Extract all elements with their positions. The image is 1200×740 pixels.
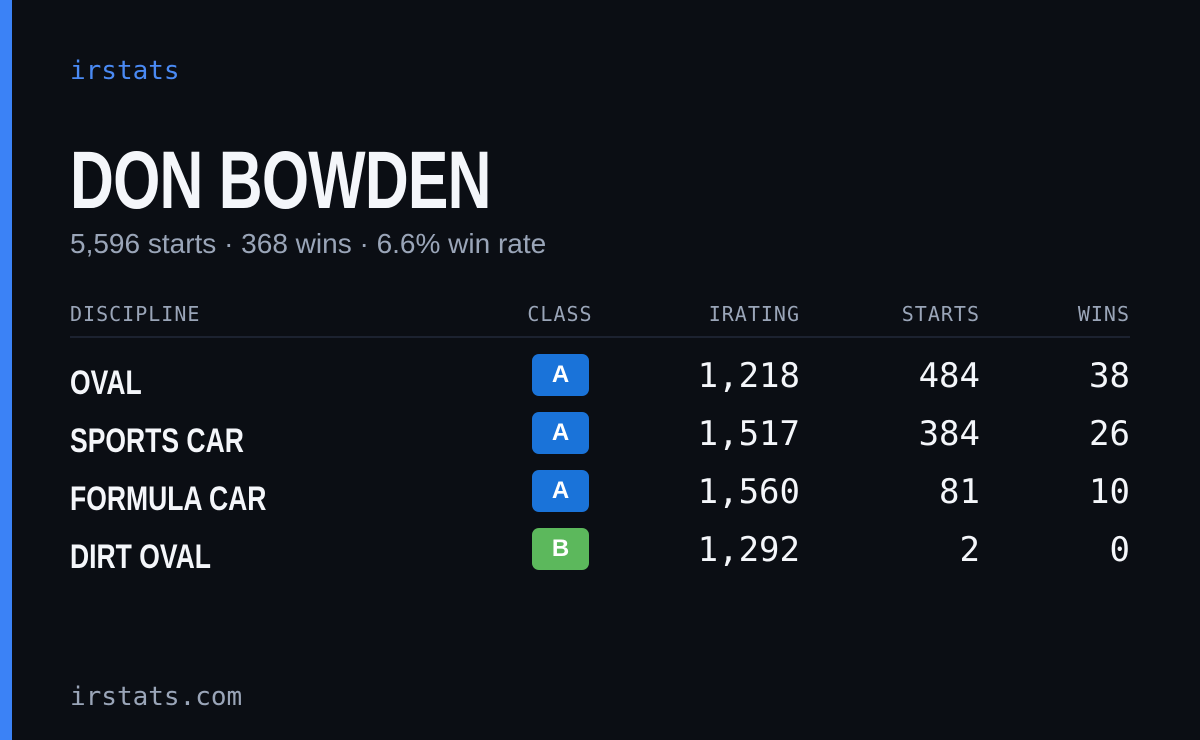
- discipline: OVAL: [70, 364, 142, 402]
- accent-bar: [0, 0, 12, 740]
- wins: 10: [1089, 472, 1130, 512]
- irating: 1,517: [697, 414, 800, 454]
- summary: 5,596 starts · 368 wins · 6.6% win rate: [70, 228, 547, 259]
- irating: 1,560: [697, 472, 800, 512]
- starts: 81: [939, 472, 980, 512]
- class-badge: A: [532, 412, 589, 454]
- irating: 1,292: [697, 530, 800, 570]
- starts: 384: [918, 414, 980, 454]
- driver-name: DON BOWDEN: [70, 135, 491, 226]
- discipline: FORMULA CAR: [70, 480, 267, 518]
- header-rule: [70, 336, 1130, 338]
- header-starts: STARTS: [901, 302, 980, 326]
- brand: irstats: [70, 56, 180, 86]
- discipline: DIRT OVAL: [70, 538, 211, 576]
- footer: irstats.com: [70, 682, 243, 712]
- starts: 484: [918, 356, 980, 396]
- header-irating: IRATING: [708, 302, 800, 326]
- header-wins: WINS: [1077, 302, 1130, 326]
- wins: 26: [1089, 414, 1130, 454]
- wins: 0: [1109, 530, 1130, 570]
- irating: 1,218: [697, 356, 800, 396]
- header-class: CLASS: [527, 302, 593, 326]
- header-discipline: DISCIPLINE: [70, 302, 201, 326]
- starts: 2: [959, 530, 980, 570]
- class-badge: A: [532, 470, 589, 512]
- class-badge: B: [532, 528, 589, 570]
- discipline: SPORTS CAR: [70, 422, 244, 460]
- class-badge: A: [532, 354, 589, 396]
- wins: 38: [1089, 356, 1130, 396]
